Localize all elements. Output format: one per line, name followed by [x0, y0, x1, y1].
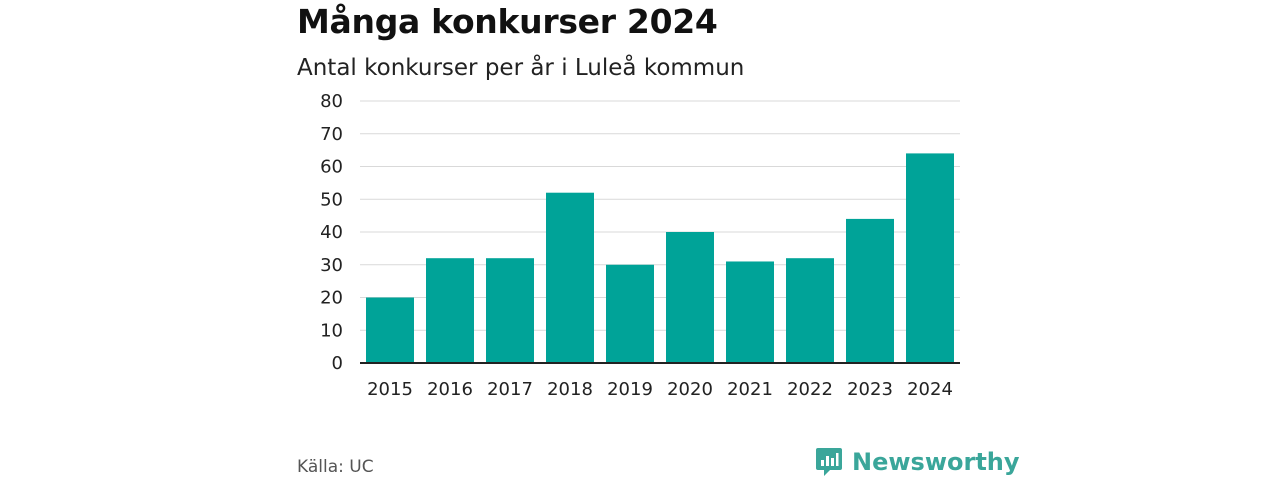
x-tick-label: 2017 [487, 379, 533, 400]
bar [666, 232, 714, 363]
y-axis-ticks: 0 10 20 30 40 50 60 70 80 [320, 91, 343, 374]
y-tick-label: 20 [320, 288, 343, 309]
bar [726, 261, 774, 363]
y-tick-label: 0 [332, 353, 343, 374]
bar [546, 192, 594, 363]
chart-subtitle: Antal konkurser per år i Luleå kommun [297, 55, 745, 81]
y-tick-label: 50 [320, 189, 343, 210]
x-tick-label: 2019 [607, 379, 653, 400]
bar [426, 258, 474, 363]
chart-title: Många konkurser 2024 [297, 2, 718, 41]
bar [786, 258, 834, 363]
x-tick-label: 2016 [427, 379, 473, 400]
y-tick-label: 80 [320, 91, 343, 112]
x-tick-label: 2021 [727, 379, 773, 400]
bar [906, 153, 954, 363]
y-tick-label: 70 [320, 124, 343, 145]
newsworthy-logo-icon [816, 448, 842, 476]
bar [846, 218, 894, 363]
brand-logo: Newsworthy [815, 447, 1020, 477]
y-tick-label: 60 [320, 157, 343, 178]
y-tick-label: 10 [320, 320, 343, 341]
x-tick-label: 2020 [667, 379, 713, 400]
bars [366, 153, 954, 363]
x-tick-label: 2018 [547, 379, 593, 400]
x-axis-ticks: 2015 2016 2017 2018 2019 2020 2021 2022 2023 2024 [367, 379, 953, 400]
brand-name: Newsworthy [852, 448, 1020, 476]
x-tick-label: 2015 [367, 379, 413, 400]
x-tick-label: 2024 [907, 379, 953, 400]
x-tick-label: 2023 [847, 379, 893, 400]
y-tick-label: 30 [320, 255, 343, 276]
y-tick-label: 40 [320, 222, 343, 243]
bar [486, 258, 534, 363]
bar [366, 297, 414, 363]
x-tick-label: 2022 [787, 379, 833, 400]
source-note: Källa: UC [297, 457, 374, 477]
bar [606, 264, 654, 363]
